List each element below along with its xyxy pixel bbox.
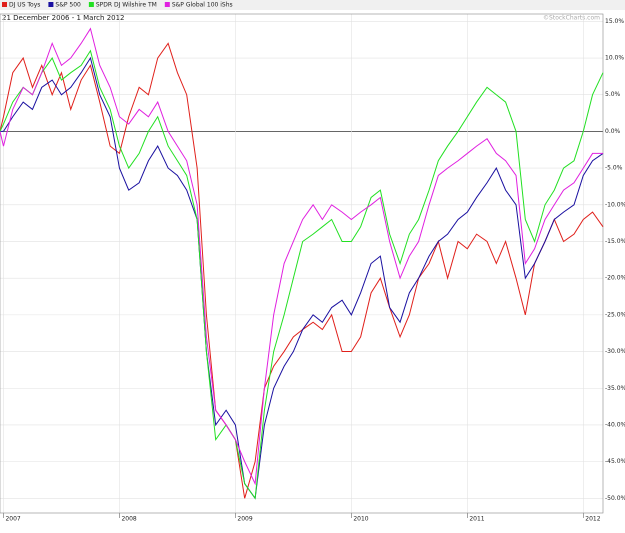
y-tick-label: -45.0%	[605, 458, 625, 465]
legend-bar	[0, 0, 625, 10]
legend-swatch	[48, 2, 54, 7]
watermark: ©StockCharts.com	[543, 15, 600, 22]
x-tick-label: 2010	[353, 516, 368, 523]
series-line	[0, 49, 604, 500]
y-tick-label: -10.0%	[605, 201, 625, 208]
legend-label: SPDR DJ Wilshire TM	[96, 2, 157, 9]
y-tick-label: -15.0%	[605, 238, 625, 245]
legend-label: DJ US Toys	[9, 2, 40, 9]
y-tick-label: -50.0%	[605, 495, 625, 502]
legend-swatch	[164, 2, 170, 7]
y-tick-label: 15.0%	[605, 18, 624, 25]
y-tick-label: 5.0%	[605, 91, 621, 98]
series-line	[0, 56, 604, 500]
y-tick-label: -5.0%	[605, 165, 623, 172]
y-tick-label: -25.0%	[605, 311, 625, 318]
x-tick-label: 2008	[121, 516, 136, 523]
series-line	[0, 42, 604, 499]
y-tick-label: -40.0%	[605, 421, 625, 428]
x-tick-label: 2011	[469, 516, 484, 523]
legend-swatch	[88, 2, 94, 7]
plot-frame	[0, 13, 604, 514]
y-tick-label: 0.0%	[605, 128, 621, 135]
y-tick-label: -35.0%	[605, 385, 625, 392]
legend-label: S&P 500	[55, 2, 81, 9]
x-tick-label: 2009	[237, 516, 252, 523]
x-tick-label: 2007	[5, 516, 20, 523]
y-tick-label: 10.0%	[605, 55, 624, 62]
series-line	[0, 27, 603, 486]
y-tick-label: -20.0%	[605, 275, 625, 282]
legend-label: S&P Global 100 iShs	[172, 2, 233, 9]
x-tick-label: 2012	[585, 516, 600, 523]
chart-title: 21 December 2006 - 1 March 2012	[2, 14, 125, 22]
legend-swatch	[2, 2, 7, 7]
y-tick-label: -30.0%	[605, 348, 625, 355]
